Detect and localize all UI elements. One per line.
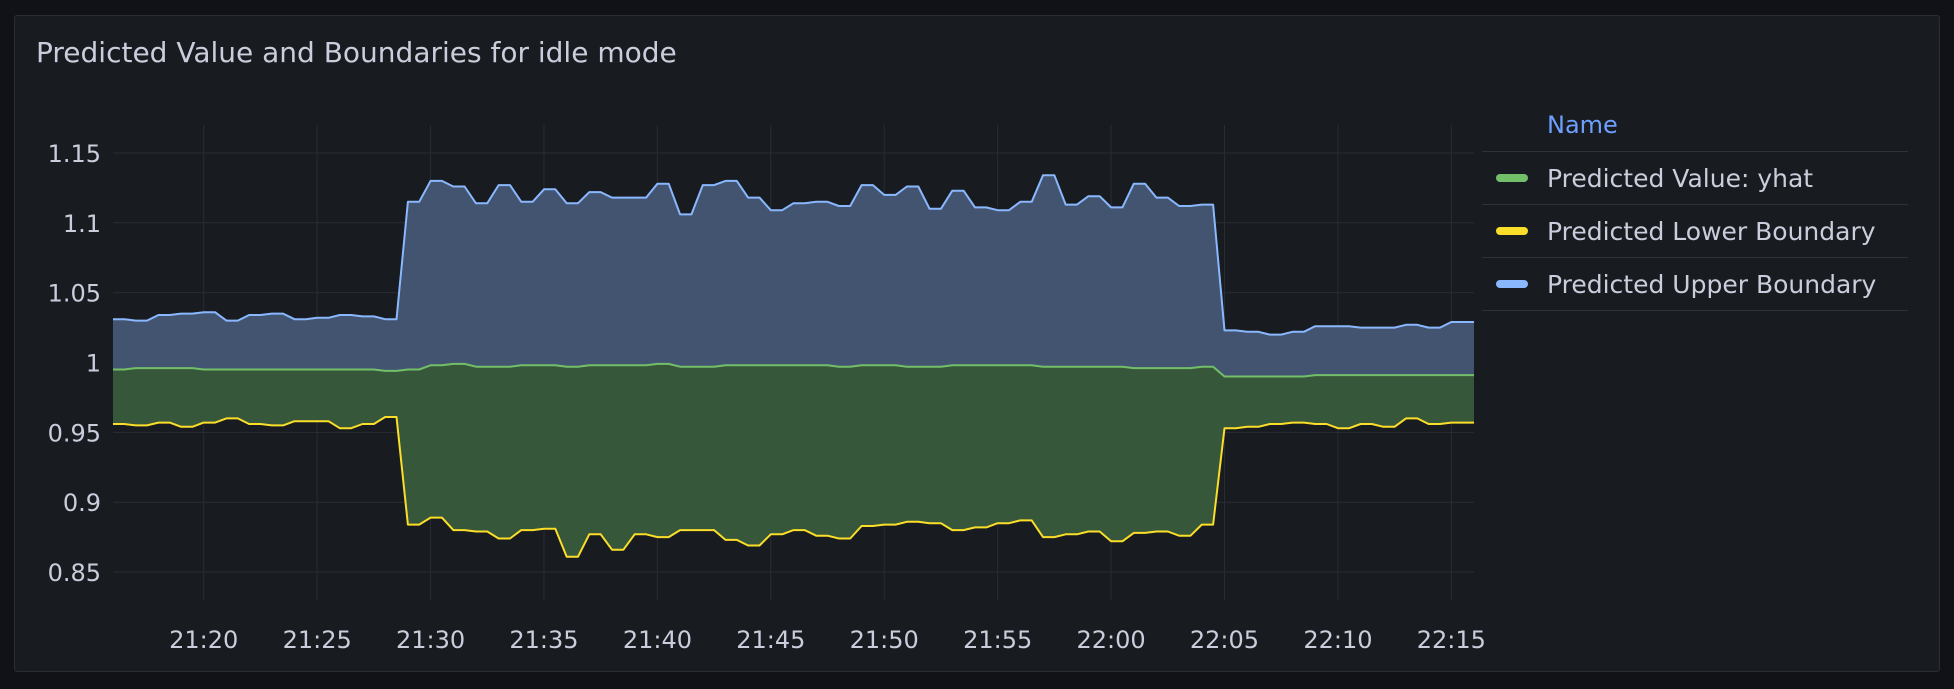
- x-tick-label: 21:45: [736, 626, 805, 654]
- yhat-line[interactable]: [113, 362, 1474, 378]
- x-tick-label: 21:30: [396, 626, 465, 654]
- y-tick-label: 1.05: [48, 280, 101, 308]
- x-tick-label: 21:50: [850, 626, 919, 654]
- lower-band-area: [113, 363, 1474, 557]
- y-tick-label: 1.15: [48, 140, 101, 168]
- legend-label-yhat: Predicted Value: yhat: [1547, 163, 1814, 193]
- legend: Name Predicted Value: yhat Predicted Low…: [1482, 98, 1908, 311]
- legend-item-yhat[interactable]: Predicted Value: yhat: [1482, 152, 1908, 205]
- y-axis: 0.85 0.9 0.95 1 1.05 1.1 1.15: [48, 140, 101, 587]
- series-areas: [113, 175, 1474, 557]
- legend-swatch-lower-boundary: [1496, 227, 1528, 235]
- panel-title[interactable]: Predicted Value and Boundaries for idle …: [36, 36, 677, 69]
- y-tick-label: 1: [86, 350, 101, 378]
- y-tick-label: 0.85: [48, 559, 101, 587]
- upper-boundary-line[interactable]: [113, 174, 1474, 336]
- x-tick-label: 21:20: [169, 626, 238, 654]
- x-tick-label: 22:05: [1190, 626, 1259, 654]
- x-tick-label: 22:00: [1076, 626, 1145, 654]
- legend-label-lower-boundary: Predicted Lower Boundary: [1547, 216, 1876, 246]
- legend-label-upper-boundary: Predicted Upper Boundary: [1547, 269, 1877, 299]
- lower-boundary-line[interactable]: [113, 416, 1474, 558]
- x-tick-label: 21:55: [963, 626, 1032, 654]
- series-lines: [113, 174, 1474, 558]
- legend-item-upper-boundary[interactable]: Predicted Upper Boundary: [1482, 258, 1908, 311]
- legend-header[interactable]: Name: [1482, 98, 1908, 152]
- y-tick-label: 0.95: [48, 419, 101, 447]
- x-tick-label: 22:10: [1303, 626, 1372, 654]
- x-tick-label: 21:25: [283, 626, 352, 654]
- upper-band-area: [113, 175, 1474, 377]
- y-tick-label: 0.9: [63, 489, 101, 517]
- legend-swatch-upper-boundary: [1496, 280, 1528, 288]
- x-axis: 21:20 21:25 21:30 21:35 21:40 21:45 21:50 21:55…: [169, 626, 1486, 654]
- x-tick-label: 21:40: [623, 626, 692, 654]
- x-tick-label: 22:15: [1417, 626, 1486, 654]
- y-tick-label: 1.1: [63, 210, 101, 238]
- legend-item-lower-boundary[interactable]: Predicted Lower Boundary: [1482, 205, 1908, 258]
- x-tick-label: 21:35: [509, 626, 578, 654]
- legend-swatch-yhat: [1496, 174, 1528, 182]
